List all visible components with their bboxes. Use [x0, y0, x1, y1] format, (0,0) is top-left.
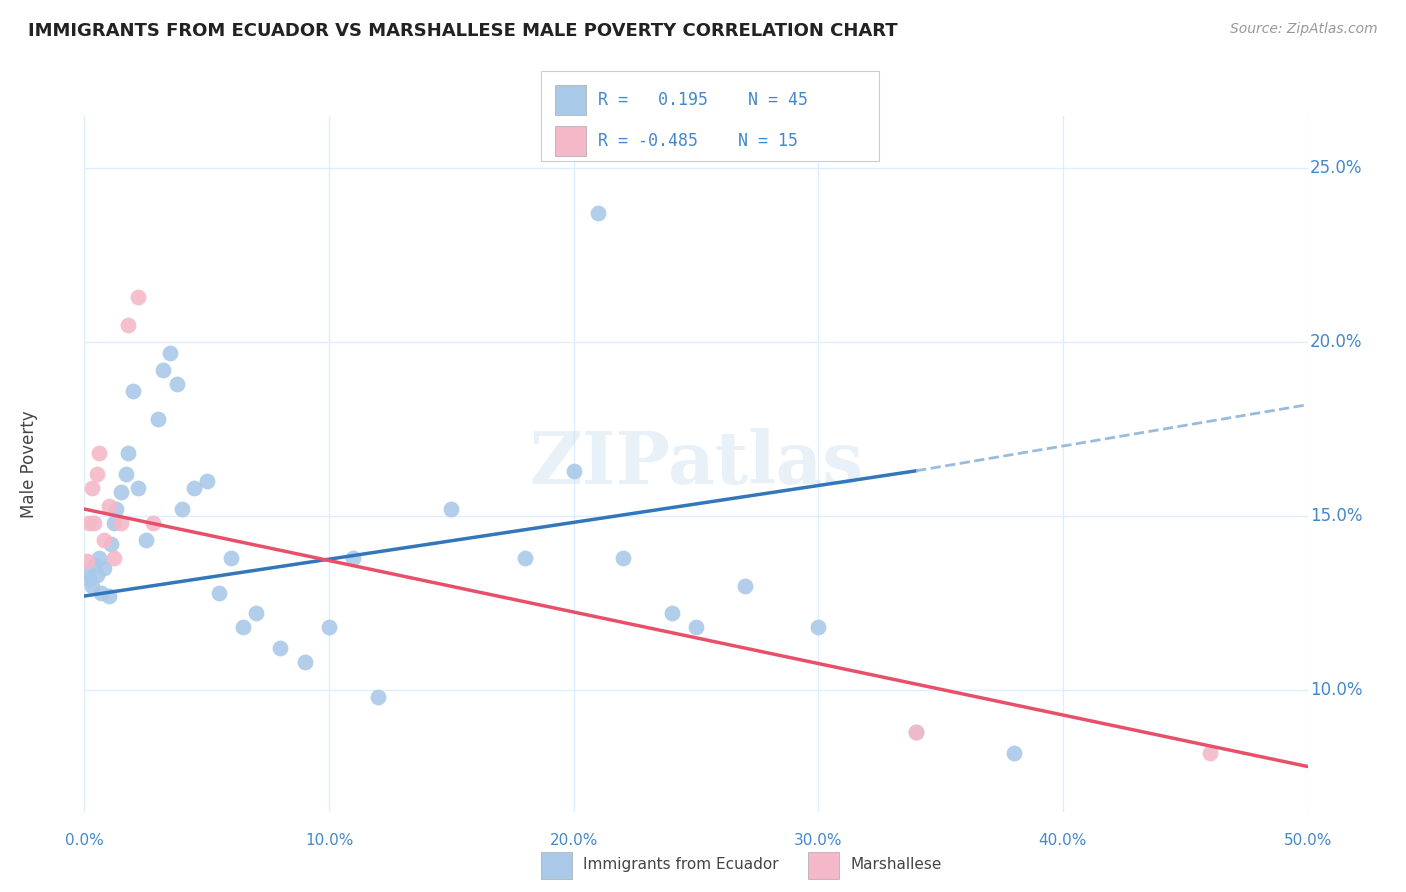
Point — [905, 724, 928, 739]
Point — [294, 655, 316, 669]
Point — [90, 585, 112, 599]
Text: 0.0%: 0.0% — [65, 832, 104, 847]
Point — [367, 690, 389, 704]
Point — [562, 464, 585, 478]
Text: 10.0%: 10.0% — [1310, 681, 1362, 699]
Point — [83, 558, 105, 572]
Point — [152, 363, 174, 377]
Point — [76, 565, 98, 579]
Text: IMMIGRANTS FROM ECUADOR VS MARSHALLESE MALE POVERTY CORRELATION CHART: IMMIGRANTS FROM ECUADOR VS MARSHALLESE M… — [28, 22, 898, 40]
Point — [76, 554, 98, 568]
Point — [117, 318, 139, 332]
Point — [80, 481, 103, 495]
Point — [117, 446, 139, 460]
Point — [612, 550, 634, 565]
Text: 20.0%: 20.0% — [1310, 333, 1362, 351]
Point — [1198, 746, 1220, 760]
Point — [86, 568, 108, 582]
Point — [93, 533, 115, 548]
Text: Immigrants from Ecuador: Immigrants from Ecuador — [583, 857, 779, 871]
Point — [146, 411, 169, 425]
Point — [245, 607, 267, 621]
Text: R = -0.485    N = 15: R = -0.485 N = 15 — [598, 132, 797, 150]
Point — [110, 516, 132, 530]
Text: 10.0%: 10.0% — [305, 832, 353, 847]
Point — [142, 516, 165, 530]
Point — [87, 550, 110, 565]
Point — [103, 516, 125, 530]
Point — [219, 550, 242, 565]
Text: Marshallese: Marshallese — [851, 857, 942, 871]
Point — [183, 481, 205, 495]
Point — [97, 589, 120, 603]
Point — [105, 502, 128, 516]
Text: 25.0%: 25.0% — [1310, 159, 1362, 178]
Text: R =   0.195    N = 45: R = 0.195 N = 45 — [598, 91, 807, 109]
Point — [1002, 746, 1025, 760]
Text: ZIPatlas: ZIPatlas — [529, 428, 863, 500]
Point — [440, 502, 463, 516]
Point — [905, 724, 928, 739]
Point — [83, 516, 105, 530]
Point — [685, 620, 707, 634]
Point — [127, 481, 149, 495]
Point — [93, 561, 115, 575]
Point — [269, 641, 291, 656]
Point — [734, 578, 756, 592]
Point — [127, 290, 149, 304]
Point — [342, 550, 364, 565]
Point — [97, 499, 120, 513]
Point — [661, 607, 683, 621]
Point — [172, 502, 194, 516]
Point — [103, 550, 125, 565]
Point — [110, 484, 132, 499]
Point — [87, 446, 110, 460]
Point — [586, 206, 609, 220]
Text: 15.0%: 15.0% — [1310, 507, 1362, 525]
Point — [208, 585, 231, 599]
Text: 30.0%: 30.0% — [794, 832, 842, 847]
Point — [77, 516, 100, 530]
Point — [135, 533, 157, 548]
Point — [122, 384, 145, 398]
Text: Source: ZipAtlas.com: Source: ZipAtlas.com — [1230, 22, 1378, 37]
Text: 40.0%: 40.0% — [1039, 832, 1087, 847]
Point — [318, 620, 340, 634]
Point — [232, 620, 254, 634]
Point — [100, 537, 122, 551]
Point — [166, 376, 188, 391]
Point — [80, 578, 103, 592]
Text: 50.0%: 50.0% — [1284, 832, 1331, 847]
Point — [195, 474, 218, 488]
Text: 20.0%: 20.0% — [550, 832, 598, 847]
Point — [513, 550, 536, 565]
Text: Male Poverty: Male Poverty — [20, 410, 38, 517]
Point — [115, 467, 138, 482]
Point — [159, 345, 181, 359]
Point — [86, 467, 108, 482]
Point — [807, 620, 830, 634]
Point — [77, 572, 100, 586]
